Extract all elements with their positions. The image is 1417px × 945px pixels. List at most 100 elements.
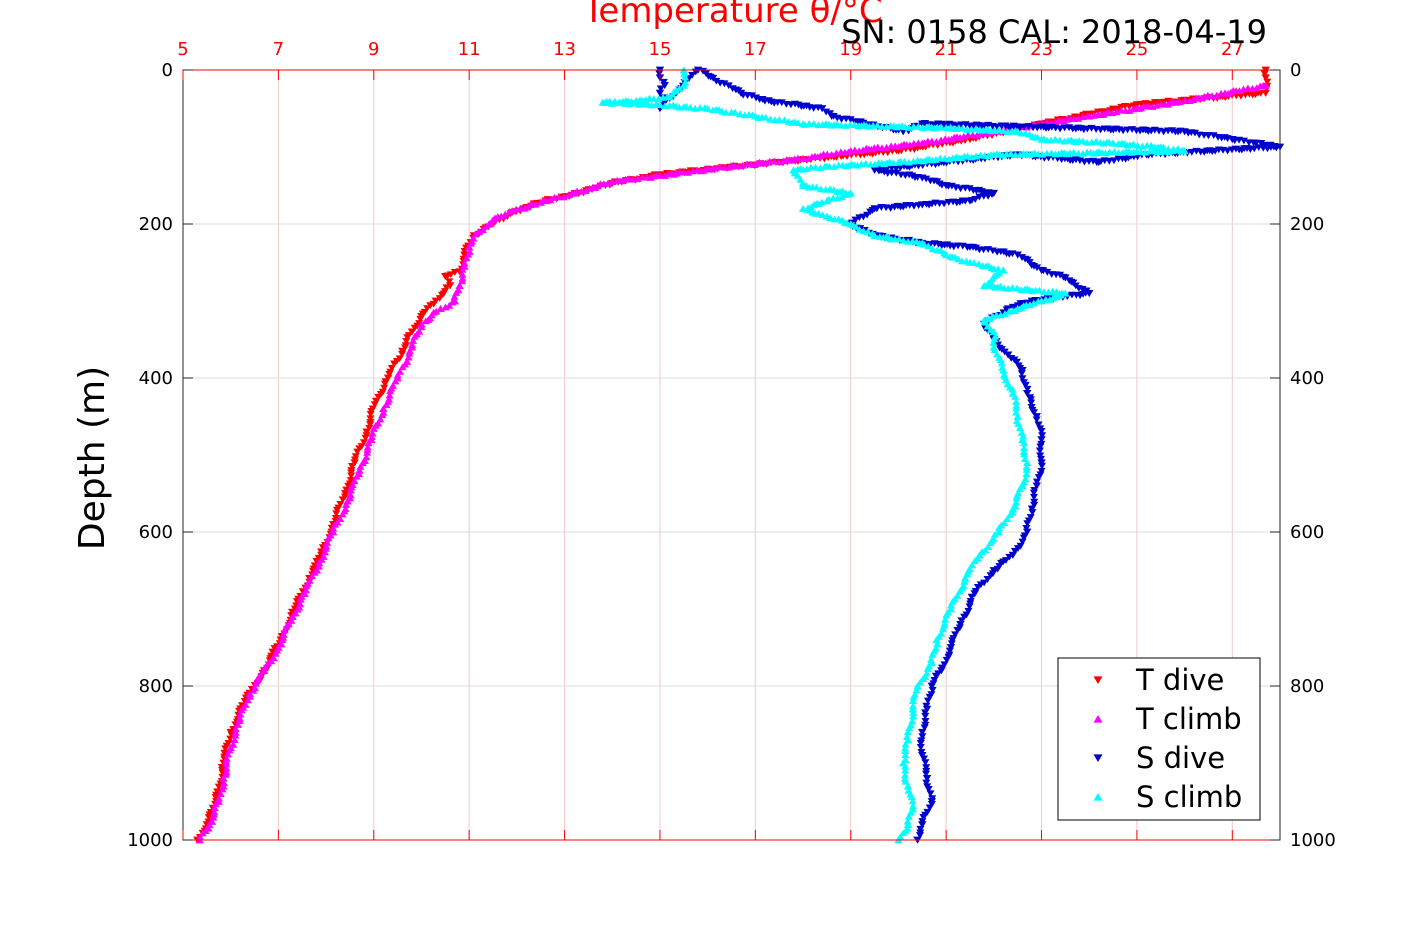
- data-point: [1035, 286, 1044, 294]
- data-point: [450, 293, 459, 300]
- data-point: [1019, 534, 1028, 542]
- data-point: [970, 557, 979, 565]
- data-point: [1070, 113, 1079, 121]
- data-point: [809, 120, 818, 127]
- data-point: [1035, 447, 1044, 455]
- data-point: [1051, 135, 1060, 143]
- data-point: [761, 113, 770, 121]
- data-point: [924, 242, 933, 250]
- data-point: [368, 429, 377, 437]
- data-point: [945, 647, 954, 655]
- data-point: [1023, 528, 1032, 536]
- data-point: [1133, 141, 1142, 149]
- data-point: [826, 214, 835, 221]
- data-point: [363, 448, 372, 456]
- data-point: [976, 151, 985, 159]
- data-point: [970, 259, 979, 266]
- data-point: [960, 577, 969, 585]
- data-point: [450, 269, 459, 276]
- data-point: [900, 771, 909, 779]
- data-point: [1020, 444, 1029, 452]
- data-point: [920, 240, 929, 248]
- data-point: [817, 105, 827, 113]
- data-point: [1012, 494, 1021, 502]
- data-point: [1243, 84, 1252, 92]
- data-point: [1061, 274, 1070, 282]
- data-point: [951, 631, 960, 639]
- data-point: [1042, 149, 1051, 157]
- data-point: [994, 126, 1003, 134]
- data-point: [1006, 511, 1015, 518]
- data-point: [712, 77, 721, 85]
- chart-title: SN: 0158 CAL: 2018-04-19: [841, 13, 1267, 51]
- legend-box: [1057, 657, 1261, 821]
- data-point: [908, 797, 917, 805]
- data-point: [894, 235, 903, 243]
- data-point: [964, 131, 973, 139]
- data-point: [765, 157, 774, 165]
- data-point: [321, 544, 330, 552]
- data-point: [1019, 432, 1028, 440]
- data-point: [288, 612, 297, 621]
- data-point: [841, 191, 850, 198]
- data-point: [721, 108, 730, 116]
- data-point: [1239, 137, 1248, 145]
- data-point: [1013, 412, 1022, 420]
- data-point: [585, 184, 594, 192]
- data-point: [380, 384, 389, 392]
- data-point: [1037, 428, 1046, 435]
- data-point: [321, 548, 330, 556]
- data-point: [421, 317, 430, 325]
- data-point: [324, 534, 333, 542]
- data-point: [997, 359, 1006, 367]
- data-point: [766, 115, 775, 123]
- data-point: [342, 501, 351, 508]
- data-point: [999, 366, 1008, 374]
- data-point: [1012, 358, 1021, 366]
- data-point: [213, 788, 222, 796]
- data-point: [961, 574, 970, 582]
- x-tick-label: 5: [177, 39, 188, 60]
- data-point: [361, 434, 370, 442]
- data-point: [965, 603, 974, 611]
- data-point: [916, 825, 925, 833]
- data-point: [793, 171, 802, 179]
- data-point: [1146, 147, 1155, 155]
- data-point: [1034, 474, 1043, 481]
- data-point: [659, 93, 668, 101]
- data-point: [615, 98, 624, 106]
- data-point: [374, 393, 383, 401]
- data-point: [367, 433, 376, 440]
- data-point: [1043, 268, 1052, 276]
- data-point: [908, 705, 917, 713]
- data-point: [404, 353, 413, 361]
- data-point: [243, 696, 252, 704]
- data-point: [955, 587, 964, 595]
- data-point: [928, 650, 937, 658]
- data-point: [221, 745, 230, 753]
- data-point: [222, 760, 231, 768]
- data-point: [655, 70, 664, 78]
- data-point: [927, 801, 936, 808]
- data-point: [965, 185, 974, 193]
- data-point: [366, 415, 375, 423]
- data-point: [387, 364, 396, 372]
- data-point: [887, 142, 896, 150]
- data-point: [204, 814, 213, 821]
- data-point: [333, 506, 342, 514]
- data-point: [445, 282, 455, 290]
- data-point: [999, 266, 1008, 274]
- legend-marker: [1093, 676, 1103, 685]
- data-point: [1023, 385, 1032, 393]
- data-point: [1159, 128, 1168, 136]
- data-point: [1022, 466, 1031, 473]
- x-tick-label: 19: [839, 39, 862, 60]
- data-point: [608, 177, 617, 186]
- data-point: [1108, 139, 1118, 147]
- data-point: [1056, 271, 1065, 279]
- data-point: [855, 214, 864, 222]
- data-point: [715, 163, 724, 171]
- data-point: [1012, 498, 1021, 506]
- data-point: [332, 510, 341, 518]
- data-point: [231, 725, 240, 733]
